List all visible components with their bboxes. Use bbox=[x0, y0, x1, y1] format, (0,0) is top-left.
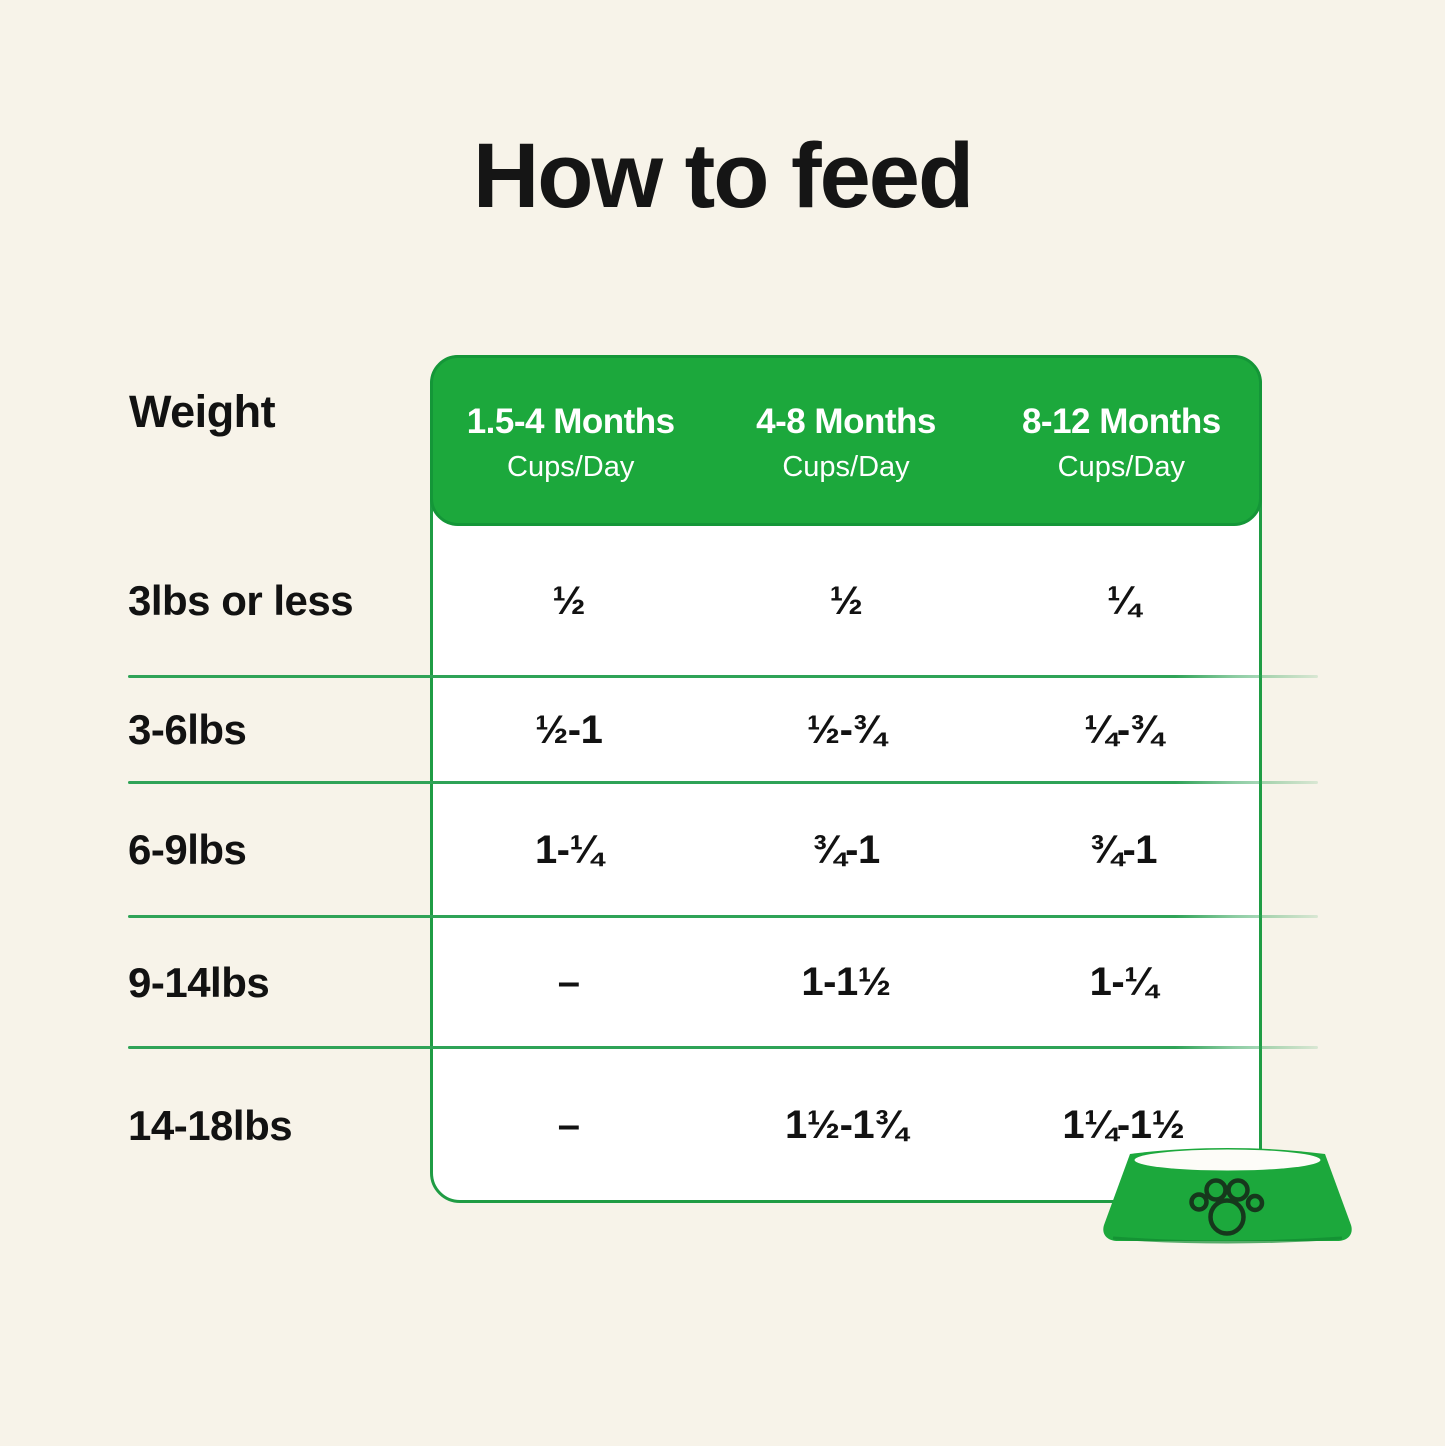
table-cell: ¼-¾ bbox=[1084, 707, 1163, 752]
row-divider bbox=[128, 1046, 1318, 1049]
row-weight-label: 6-9lbs bbox=[128, 826, 247, 873]
column-3-age-range: 8-12 Months bbox=[1021, 401, 1221, 441]
table-cell: – bbox=[557, 1103, 580, 1147]
row-divider bbox=[128, 781, 1318, 784]
table-cell: ½ bbox=[552, 578, 586, 623]
paw-print-icon bbox=[1189, 1178, 1265, 1236]
feeding-table-rows: 3lbs or less ½ ½ ¼ 3-6lbs ½-1 ½-¾ ¼-¾ 6-… bbox=[128, 525, 1262, 1203]
column-2-age-range: 4-8 Months bbox=[756, 401, 936, 441]
table-cell: 1-¼ bbox=[1089, 960, 1158, 1004]
table-cell: ½-1 bbox=[534, 707, 603, 752]
column-1-age-range: 1.5-4 Months bbox=[466, 401, 675, 441]
row-weight-label: 3lbs or less bbox=[128, 577, 354, 624]
column-header-3: 8-12 Months Cups/Day bbox=[984, 358, 1259, 523]
column-header-1: 1.5-4 Months Cups/Day bbox=[433, 358, 708, 523]
table-cell: – bbox=[557, 960, 580, 1004]
table-cell: 1½-1¾ bbox=[784, 1103, 908, 1147]
table-cell: ½-¾ bbox=[806, 707, 886, 752]
row-divider bbox=[128, 915, 1318, 918]
column-3-unit: Cups/Day bbox=[1057, 450, 1185, 483]
table-cell: 1-1½ bbox=[801, 960, 891, 1004]
table-cell: ¾-1 bbox=[1089, 827, 1158, 872]
table-cell: ¼ bbox=[1106, 578, 1140, 623]
row-weight-label: 3-6lbs bbox=[128, 706, 247, 753]
column-2-unit: Cups/Day bbox=[782, 450, 910, 483]
weight-column-header: Weight bbox=[129, 386, 276, 437]
row-divider bbox=[128, 675, 1318, 678]
column-1-unit: Cups/Day bbox=[507, 450, 635, 483]
row-weight-label: 14-18lbs bbox=[128, 1101, 293, 1149]
dog-bowl-icon bbox=[1103, 1148, 1352, 1244]
row-weight-label: 9-14lbs bbox=[128, 958, 270, 1006]
table-cell: ¾-1 bbox=[812, 827, 880, 872]
table-cell: 1¼-1½ bbox=[1062, 1103, 1185, 1147]
feeding-table-header: 1.5-4 Months Cups/Day 4-8 Months Cups/Da… bbox=[430, 355, 1262, 526]
page-title: How to feed bbox=[472, 125, 974, 227]
table-cell: ½ bbox=[829, 578, 863, 623]
table-cell: 1-¼ bbox=[534, 827, 603, 872]
column-header-2: 4-8 Months Cups/Day bbox=[708, 358, 983, 523]
